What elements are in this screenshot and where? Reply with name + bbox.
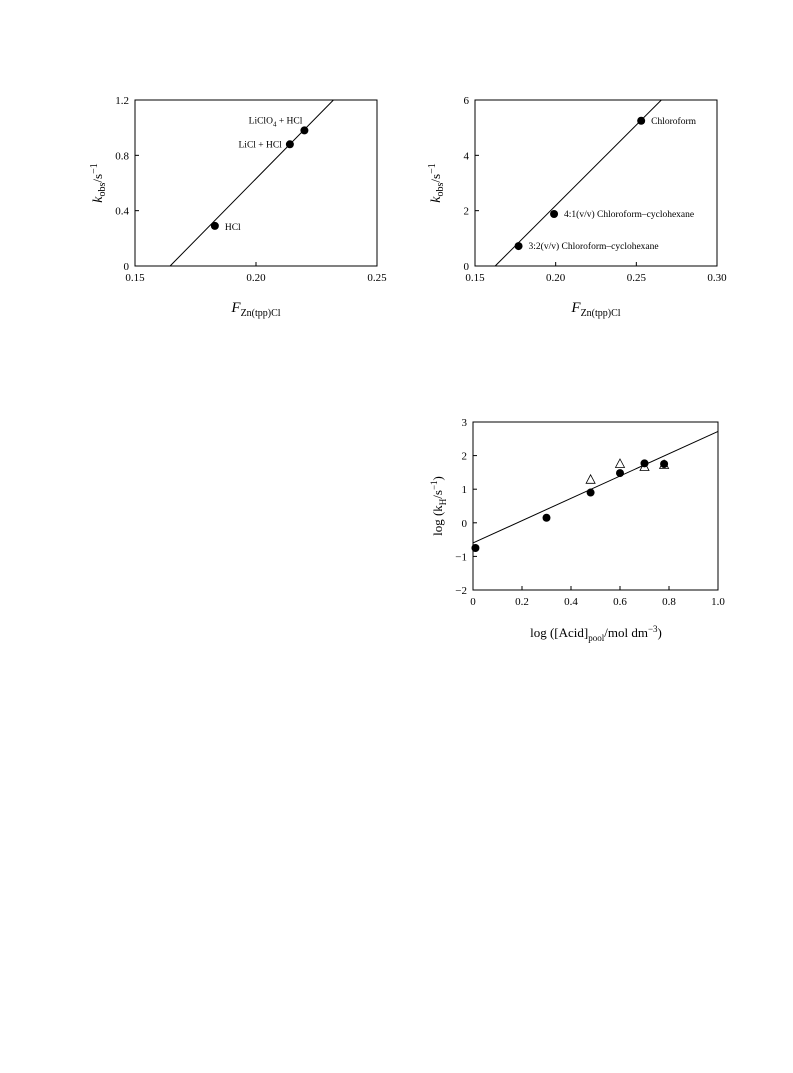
circle-point [640, 459, 649, 468]
circle-point [471, 544, 480, 552]
circle-point [542, 513, 551, 522]
point-label: LiClO4 + HCl [249, 116, 303, 128]
y-axis-label: kobs/s−1 [427, 163, 446, 202]
data-points: 3:2(v/v) Chloroform–cyclohexane 4:1(v/v) … [514, 116, 697, 252]
y-ticks: −2 −1 0 1 2 3 [455, 417, 477, 597]
x-tick-label: 0.20 [246, 272, 266, 284]
chart-b: 0.15 0.20 0.25 0.30 0 2 4 6 3:2(v/v) Chlorofor… [427, 95, 727, 319]
x-tick-label: 0.15 [465, 272, 485, 284]
x-tick-label: 0.25 [627, 272, 647, 284]
x-axis-label: FZn(tpp)Cl [230, 300, 280, 319]
point-label: HCl [225, 223, 241, 233]
x-ticks: 0.15 0.20 0.25 [125, 262, 387, 284]
data-point [300, 126, 309, 135]
circle-point [586, 488, 595, 497]
x-tick-label: 0.15 [125, 272, 145, 284]
data-points: HCl LiCl + HCl LiClO4 + HCl [210, 116, 309, 233]
point-label: Chloroform [651, 116, 696, 127]
data-point [637, 116, 646, 125]
data-point [285, 140, 294, 149]
data-point [514, 242, 523, 251]
y-ticks: 0 0.4 0.8 1.2 [115, 95, 139, 273]
y-tick-label: 0.8 [115, 150, 129, 162]
y-tick-label: 2 [462, 451, 468, 463]
y-ticks: 0 2 4 6 [464, 95, 479, 273]
y-tick-label: 0 [462, 518, 468, 530]
y-tick-label: 1 [462, 484, 468, 496]
data-points [471, 458, 670, 552]
y-tick-label: 2 [464, 206, 470, 218]
point-label: 3:2(v/v) Chloroform–cyclohexane [529, 241, 659, 252]
triangle-point [639, 461, 650, 471]
data-point [550, 209, 559, 218]
x-tick-label: 0 [470, 596, 476, 608]
y-tick-label: 0 [124, 261, 130, 273]
point-label: 4:1(v/v) Chloroform–cyclohexane [564, 209, 694, 220]
y-tick-label: 3 [462, 417, 468, 429]
fit-line [472, 430, 719, 544]
y-tick-label: 0.4 [115, 206, 129, 218]
y-axis-label: log (kH/s−1) [429, 476, 448, 536]
x-axis-label: FZn(tpp)Cl [570, 300, 620, 319]
triangle-point [658, 459, 670, 469]
point-label: LiCl + HCl [239, 140, 283, 150]
x-axis-label: log ([Acid]pool/mol dm−3) [530, 624, 662, 643]
plot-frame [472, 421, 719, 591]
fit-line [494, 99, 662, 267]
chart-a: 0.15 0.20 0.25 0 0.4 0.8 1.2 HCl LiCl + HCl LiC… [89, 95, 387, 319]
circle-point [660, 460, 669, 468]
x-tick-label: 0.30 [707, 272, 727, 284]
x-tick-label: 1.0 [711, 596, 725, 608]
x-tick-label: 0.6 [613, 596, 627, 608]
y-tick-label: −1 [455, 551, 467, 563]
x-ticks: 0.15 0.20 0.25 0.30 [465, 262, 727, 284]
chart-c: 0 0.2 0.4 0.6 0.8 1.0 −2 −1 0 1 2 3 log ([Acid]poo… [429, 417, 725, 643]
y-tick-label: 6 [464, 95, 470, 107]
triangle-point [614, 458, 626, 468]
data-point [210, 221, 219, 230]
x-tick-label: 0.25 [367, 272, 387, 284]
x-tick-label: 0.2 [515, 596, 529, 608]
x-tick-label: 0.4 [564, 596, 578, 608]
y-tick-label: −2 [455, 585, 467, 597]
x-tick-label: 0.8 [662, 596, 676, 608]
triangle-point [585, 473, 596, 484]
y-tick-label: 1.2 [115, 95, 129, 107]
plot-frame [474, 99, 718, 267]
x-ticks: 0 0.2 0.4 0.6 0.8 1.0 [470, 586, 725, 608]
y-axis-label: kobs/s−1 [89, 163, 108, 202]
y-tick-label: 0 [464, 261, 470, 273]
x-tick-label: 0.20 [546, 272, 566, 284]
y-tick-label: 4 [464, 150, 470, 162]
circle-point [616, 469, 624, 478]
